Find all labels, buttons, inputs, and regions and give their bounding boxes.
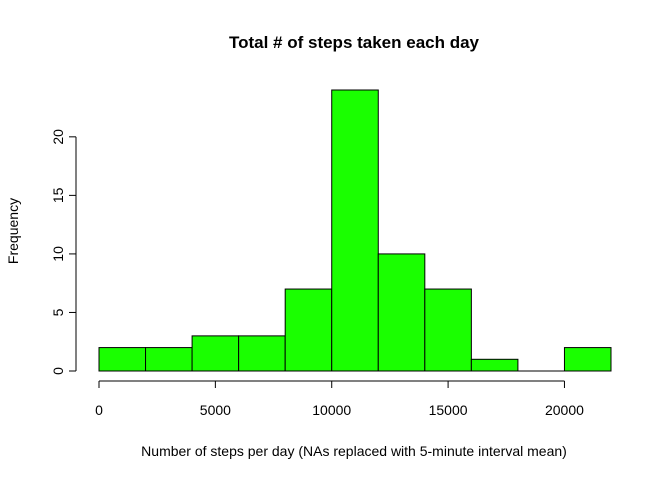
y-axis-label: Frequency (5, 198, 21, 264)
histogram-bar (238, 335, 286, 372)
y-tick-label: 0 (50, 367, 66, 375)
histogram-bar (98, 347, 147, 372)
histogram-bar (191, 335, 240, 372)
histogram-bar (284, 288, 333, 372)
x-axis-label: Number of steps per day (NAs replaced wi… (141, 443, 567, 459)
histogram-bar (331, 89, 379, 372)
x-tick-label: 20000 (545, 402, 584, 418)
histogram-bar (377, 253, 426, 372)
y-tick-label: 10 (50, 246, 66, 262)
histogram-bar (563, 347, 612, 372)
x-axis: 0 5000 10000 15000 20000 (95, 380, 584, 418)
histogram-bar (470, 358, 519, 372)
y-axis: 0 5 10 15 20 (50, 129, 77, 375)
x-tick-label: 15000 (429, 402, 468, 418)
x-tick-label: 10000 (312, 402, 351, 418)
chart-title: Total # of steps taken each day (229, 33, 480, 52)
y-tick-label: 15 (50, 187, 66, 203)
histogram-bar (145, 347, 193, 372)
y-tick-label: 20 (50, 129, 66, 145)
bars-group (98, 89, 612, 372)
x-tick-label: 0 (95, 402, 103, 418)
y-tick-label: 5 (50, 308, 66, 316)
histogram-bar (424, 288, 472, 372)
x-tick-label: 5000 (200, 402, 231, 418)
